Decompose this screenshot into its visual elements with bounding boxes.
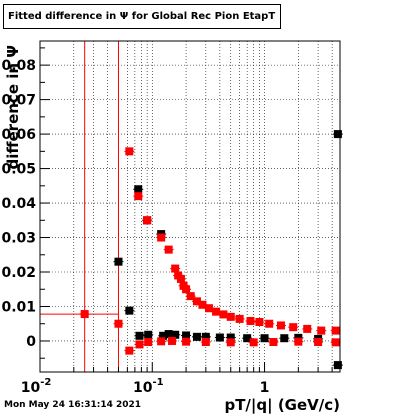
data-point [186,292,195,301]
data-point [226,338,235,347]
x-tick-exponent: -2 [40,377,51,388]
data-point [182,331,191,340]
data-point [331,338,340,347]
data-point [246,316,255,325]
data-point [243,334,252,343]
data-point [226,333,235,342]
data-point [114,319,123,328]
data-point [294,337,303,346]
data-point [135,340,144,349]
x-tick-exponent: -1 [152,377,163,388]
tick-labels: 10-2 10-1 1 0 0.01 0.02 0.03 0.04 0.05 0.06 0.07 0.… [1,58,269,396]
data-point [134,192,143,201]
data-point [201,338,210,347]
data-point [204,304,213,313]
data-point [157,233,166,242]
data-point [168,336,177,345]
data-point [314,338,323,347]
data-points [79,130,343,370]
data-point [157,337,166,346]
data-point [134,185,143,194]
data-point [135,331,144,340]
x-tick-label: 10-2 [21,377,52,396]
data-point [333,130,342,139]
y-tick-label: 0.03 [1,231,36,247]
chart-title: Fitted difference in Ψ for Global Rec Pi… [3,4,281,29]
y-tick-label: 0.08 [1,58,36,74]
grid [39,41,340,372]
y-tick-label: 0.01 [1,299,36,315]
axis-ticks [39,47,333,372]
data-point [125,306,134,315]
data-point [212,307,221,316]
data-point [331,326,340,335]
data-point [269,338,278,347]
data-point [159,331,168,340]
data-point [303,324,312,333]
data-point [143,216,152,225]
data-point [235,314,244,323]
data-point [171,330,180,339]
data-point [333,361,342,370]
data-point [276,321,285,330]
data-point [317,326,326,335]
data-point [164,245,173,254]
y-tick-label: 0.06 [1,127,36,143]
y-axis-label: difference in Ψ [4,45,22,170]
data-point [192,332,201,341]
y-tick-label: 0.05 [1,162,36,178]
data-point [144,338,153,347]
data-point [255,318,264,327]
y-tick-label: 0.02 [1,265,36,281]
data-point [171,264,180,273]
data-point [192,297,201,306]
x-tick-label: 1 [260,380,270,396]
data-point [215,333,224,342]
error-lines [40,41,119,372]
data-point [182,285,191,294]
data-point [125,147,134,156]
x-tick-label: 10-1 [133,377,164,396]
plot-frame [39,40,341,373]
data-point [219,310,228,319]
y-tick-label: 0.07 [1,93,36,109]
data-point [176,274,185,283]
data-point [198,300,207,309]
data-point [114,257,123,266]
y-tick-label: 0 [26,334,36,350]
data-point [125,346,134,355]
y-tick-label: 0.04 [1,196,36,212]
timestamp: Mon May 24 16:31:14 2021 [4,400,142,410]
data-point [182,337,191,346]
data-point [201,332,210,341]
data-point [164,330,173,339]
data-point [265,319,274,328]
x-axis-label: pT/|q| (GeV/c) [224,396,340,414]
data-point [289,323,298,332]
data-point [226,312,235,321]
data-point [144,330,153,339]
data-point [249,338,258,347]
data-point [260,334,269,343]
data-point [80,310,89,319]
data-point [280,334,289,343]
